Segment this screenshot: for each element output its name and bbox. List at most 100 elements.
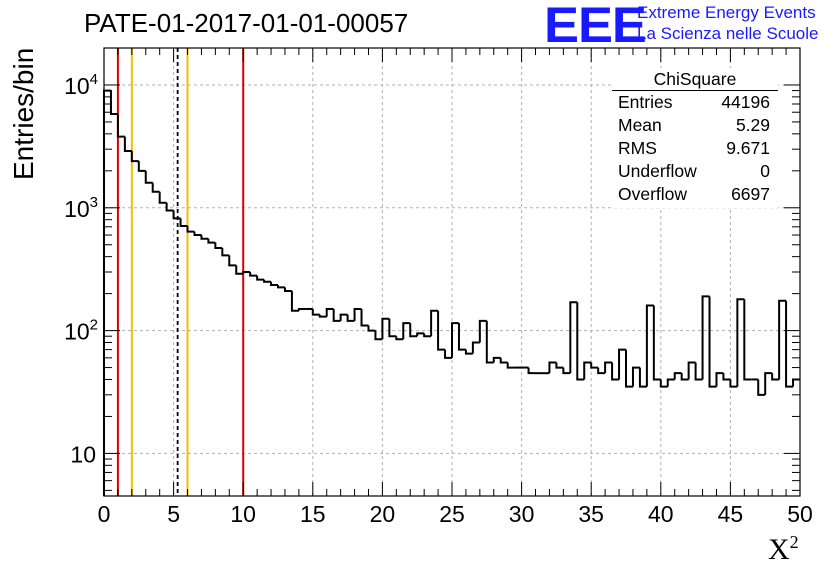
- x-tick-label: 15: [300, 501, 326, 527]
- stats-value: 5.29: [735, 115, 770, 135]
- histogram-bin: [179, 218, 188, 228]
- histogram-bin: [151, 182, 160, 193]
- histogram-bin: [625, 349, 633, 388]
- stats-key: Mean: [618, 115, 662, 135]
- histogram-bin: [332, 308, 341, 322]
- histogram-bin: [680, 373, 689, 381]
- histogram-bin: [785, 300, 794, 388]
- histogram-bin: [360, 308, 369, 327]
- histogram-bin: [666, 378, 675, 387]
- stats-value: 6697: [731, 184, 770, 204]
- x-tick-label: 0: [98, 501, 111, 527]
- y-tick-label: 102: [64, 317, 98, 345]
- histogram-bin: [270, 281, 278, 287]
- y-axis-ticks: 10 102 103 104: [64, 47, 800, 491]
- histogram-bin: [249, 272, 258, 277]
- stats-key: Entries: [618, 92, 673, 112]
- histogram-bin: [583, 361, 592, 380]
- histogram-bin: [792, 378, 800, 387]
- histogram-bin: [618, 348, 626, 380]
- histogram-bin: [207, 238, 216, 244]
- histogram-bin: [402, 322, 411, 340]
- histogram-bin: [395, 336, 404, 341]
- histogram-bin: [214, 242, 223, 250]
- y-tick-label: 10: [70, 441, 96, 467]
- x-tick-label: 25: [439, 501, 465, 527]
- stats-row-mean: Mean 5.29: [612, 114, 778, 137]
- histogram-bin: [444, 349, 452, 359]
- histogram-bin: [506, 362, 515, 369]
- histogram-bin: [778, 299, 787, 380]
- histogram-bin: [597, 367, 606, 375]
- histogram-bin: [297, 307, 306, 311]
- histogram-bin: [339, 313, 348, 321]
- histogram-bin: [116, 114, 125, 138]
- histogram-bin: [388, 318, 397, 338]
- histogram-bin: [743, 299, 752, 381]
- histogram-bin: [645, 304, 654, 387]
- histogram-bin: [423, 333, 432, 338]
- histogram-bin: [256, 275, 265, 281]
- histogram-bin: [346, 314, 355, 322]
- stats-row-overflow: Overflow 6697: [612, 183, 778, 206]
- histogram-bin: [569, 301, 578, 374]
- histogram-bin: [158, 191, 167, 204]
- histogram-bin: [277, 285, 285, 289]
- y-axis-label: Entries/bin: [8, 47, 39, 180]
- histogram-bin: [673, 372, 682, 380]
- histogram-bin: [492, 356, 501, 363]
- stats-row-rms: RMS 9.671: [612, 137, 778, 160]
- histogram-bin: [263, 279, 272, 283]
- x-tick-label: 5: [167, 501, 180, 527]
- logo-line-1: Extreme Energy Events: [637, 3, 816, 22]
- histogram-bin: [485, 320, 494, 364]
- x-axis-label-exponent: 2: [789, 532, 799, 552]
- eee-logo: EEE: [544, 0, 647, 53]
- stats-row-entries: Entries 44196: [612, 91, 778, 114]
- histogram-bin: [771, 373, 780, 381]
- histogram-bin: [638, 367, 647, 388]
- histogram-bin: [659, 379, 668, 388]
- stats-row-underflow: Underflow 0: [612, 160, 778, 183]
- histogram-bin: [186, 226, 195, 233]
- x-tick-label: 30: [509, 501, 535, 527]
- histogram-bin: [764, 372, 773, 395]
- histogram-bin: [736, 298, 745, 387]
- histogram-bin: [527, 367, 536, 375]
- histogram-bin: [172, 210, 181, 220]
- stats-box: ChiSquare Entries 44196 Mean 5.29 RMS 9.…: [612, 68, 778, 208]
- histogram-bin: [318, 314, 327, 318]
- stats-key: RMS: [618, 138, 657, 158]
- histogram-bin: [283, 287, 292, 293]
- histogram-bin: [228, 255, 237, 267]
- stats-value: 44196: [721, 92, 770, 112]
- histogram-bin: [409, 323, 418, 338]
- histogram-bin: [200, 235, 209, 240]
- histogram-bin: [722, 373, 731, 381]
- histogram-bin: [193, 231, 202, 237]
- histogram-bin: [416, 332, 425, 337]
- histogram-bin: [130, 150, 139, 163]
- stats-value: 9.671: [726, 138, 770, 158]
- histogram-bin: [499, 357, 508, 364]
- stats-key: Overflow: [618, 184, 688, 204]
- histogram-bin: [715, 372, 724, 387]
- histogram-bin: [430, 309, 439, 337]
- histogram-bin: [548, 361, 557, 374]
- x-tick-label: 10: [230, 501, 256, 527]
- histogram-bin: [562, 367, 571, 375]
- histogram-bin: [631, 366, 640, 387]
- y-tick-label: 104: [64, 71, 98, 99]
- histogram-bin: [381, 317, 390, 340]
- histogram-bin: [464, 349, 473, 355]
- chart-title: PATE-01-2017-01-01-00057: [84, 8, 409, 38]
- x-axis-ticks: 0 5 10 15 20 25 30 35 40 45 50: [98, 48, 813, 527]
- histogram-bin: [437, 310, 446, 351]
- x-axis-label-base: X: [768, 533, 790, 566]
- stats-value: 0: [760, 161, 770, 181]
- histogram-bin: [123, 136, 132, 152]
- histogram-bin: [694, 362, 703, 381]
- histogram-bin: [325, 307, 334, 317]
- x-axis-label: X2: [768, 532, 799, 567]
